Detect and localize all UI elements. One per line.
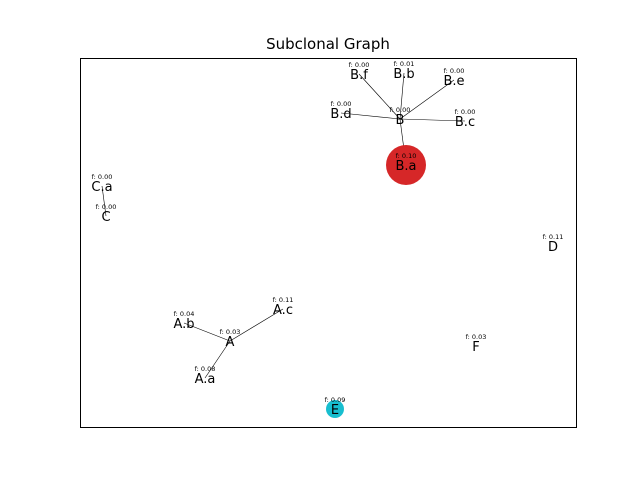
edge-b-to-b-c <box>399 118 466 122</box>
edge-b-to-b-f <box>358 73 401 120</box>
node-freq-c-a: f: 0.00 <box>92 173 113 181</box>
edge-c-to-c-a <box>101 185 107 217</box>
node-freq-b-e: f: 0.00 <box>444 67 465 75</box>
node-label-c: C <box>101 210 110 225</box>
node-freq-d: f: 0.11 <box>543 233 564 241</box>
node-freq-a-c: f: 0.11 <box>273 296 294 304</box>
node-freq-b-c: f: 0.00 <box>455 108 476 116</box>
node-freq-a: f: 0.03 <box>220 328 241 336</box>
node-marker-b-a <box>386 145 426 185</box>
edge-a-to-a-a <box>204 340 231 379</box>
node-freq-b-d: f: 0.00 <box>331 100 352 108</box>
node-freq-e: f: 0.09 <box>325 396 346 404</box>
node-freq-b-f: f: 0.00 <box>349 61 370 69</box>
node-label-a: A <box>226 335 235 350</box>
node-freq-f: f: 0.03 <box>466 333 487 341</box>
edge-b-to-b-e <box>399 79 455 120</box>
node-freq-c: f: 0.00 <box>96 203 117 211</box>
plot-frame <box>80 58 577 428</box>
node-freq-b-b: f: 0.01 <box>394 60 415 68</box>
edge-b-to-b-b <box>399 72 405 120</box>
node-label-b-b: B.b <box>393 67 414 82</box>
node-label-b: B <box>396 113 405 128</box>
node-label-b-a: B.a <box>395 159 416 174</box>
edge-b-to-b-d <box>340 112 401 120</box>
edge-a-to-a-b <box>183 322 231 342</box>
graph-title: Subclonal Graph <box>266 35 390 53</box>
node-marker-e <box>326 400 344 418</box>
node-freq-b: f: 0.00 <box>390 106 411 114</box>
node-label-a-a: A.a <box>195 372 216 387</box>
node-label-b-e: B.e <box>443 74 464 89</box>
node-label-b-f: B.f <box>350 68 368 83</box>
node-freq-b-a: f: 0.10 <box>396 152 417 160</box>
node-label-f: F <box>472 340 479 355</box>
node-label-b-c: B.c <box>455 115 475 130</box>
markers-layer <box>326 145 426 418</box>
node-label-a-b: A.b <box>173 317 194 332</box>
node-label-c-a: C.a <box>91 180 112 195</box>
node-label-e: E <box>331 403 339 418</box>
node-freq-a-b: f: 0.04 <box>174 310 195 318</box>
node-label-b-d: B.d <box>330 107 351 122</box>
edge-a-to-a-c <box>229 308 284 342</box>
node-label-a-c: A.c <box>273 303 293 318</box>
node-freq-a-a: f: 0.08 <box>195 365 216 373</box>
node-label-d: D <box>548 240 558 255</box>
